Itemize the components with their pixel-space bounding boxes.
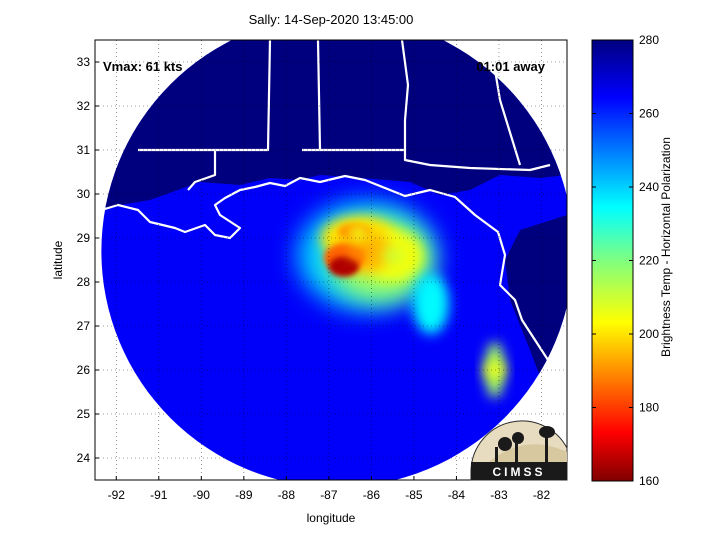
x-tick-label: -87 [320, 488, 338, 502]
y-tick-label: 28 [77, 275, 91, 289]
x-tick-label: -84 [448, 488, 466, 502]
x-tick-label: -83 [490, 488, 508, 502]
time-away-annotation: 01:01 away [476, 59, 545, 74]
swath-feature [412, 274, 449, 334]
plot-area: -92 -91 -90 -89 -88 -87 -86 -85 -84 -83 -82 24 25 26… [51, 39, 568, 525]
y-tick-label: 26 [77, 363, 91, 377]
y-tick-label: 32 [77, 99, 91, 113]
feature-mark [382, 247, 403, 264]
coastline-segment [95, 174, 559, 381]
x-tick-label: -91 [150, 488, 168, 502]
colorbar-ticks: 160 180 200 220 240 260 280 [592, 33, 659, 488]
colorbar-tick-label: 220 [639, 254, 659, 268]
y-axis-ticks: 24 25 26 27 28 29 30 31 32 33 [77, 55, 99, 465]
colorbar-tick-label: 260 [639, 107, 659, 121]
x-tick-label: -86 [363, 488, 381, 502]
grid-lines [95, 40, 567, 480]
y-tick-label: 33 [77, 55, 91, 69]
x-tick-label: -92 [108, 488, 126, 502]
cimss-logo: CIMSS [470, 420, 568, 481]
feature-mark [348, 243, 369, 260]
plot-frame [94, 39, 568, 481]
colorbar-tick-label: 200 [639, 327, 659, 341]
y-tick-label: 31 [77, 143, 91, 157]
coastline-segment [187, 150, 217, 191]
feature-mark [348, 225, 369, 242]
x-axis-ticks: -92 -91 -90 -89 -88 -87 -86 -85 -84 -83 -82 [108, 476, 551, 502]
x-tick-label: -89 [235, 488, 253, 502]
x-axis-label: longitude [307, 511, 356, 525]
logo-text: CIMSS [492, 465, 545, 479]
y-tick-label: 27 [77, 319, 91, 333]
y-tick-label: 24 [77, 451, 91, 465]
vmax-annotation: Vmax: 61 kts [103, 59, 183, 74]
colorbar-fill [591, 39, 634, 482]
x-tick-label: -88 [278, 488, 296, 502]
colorbar-tick-label: 180 [639, 401, 659, 415]
x-tick-label: -82 [533, 488, 551, 502]
chart-title: Sally: 14-Sep-2020 13:45:00 [249, 12, 414, 27]
x-tick-label: -85 [405, 488, 423, 502]
colorbar-label: Brightness Temp - Horizontal Polarizatio… [659, 137, 673, 357]
y-axis-label: latitude [51, 240, 65, 279]
colorbar-tick-label: 160 [639, 474, 659, 488]
feature-mark [328, 256, 359, 277]
coastline-segment [488, 40, 522, 166]
y-tick-label: 30 [77, 187, 91, 201]
coastline-segment [400, 40, 410, 150]
y-tick-label: 29 [77, 231, 91, 245]
colorbar-tick-label: 280 [639, 33, 659, 47]
feature-mark [484, 362, 505, 378]
coastline-segment [316, 40, 322, 151]
y-tick-label: 25 [77, 407, 91, 421]
x-tick-label: -90 [193, 488, 211, 502]
colorbar: 160 180 200 220 240 260 280 Brightness Temp - … [591, 33, 673, 488]
colorbar-tick-label: 240 [639, 180, 659, 194]
